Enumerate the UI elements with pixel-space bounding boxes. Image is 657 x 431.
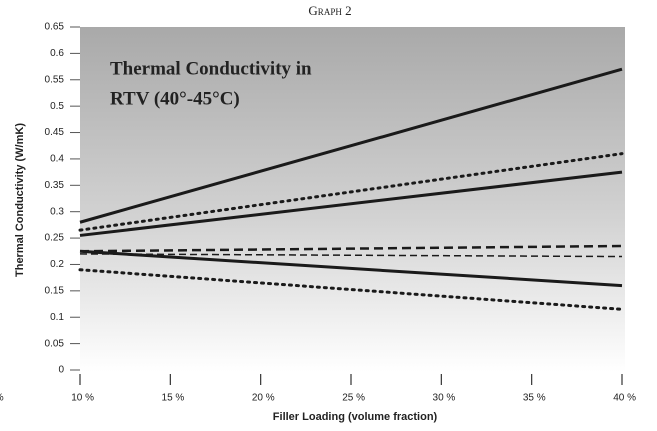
data-line <box>79 67 623 224</box>
data-line <box>79 244 623 253</box>
x-tick-label: 25 % <box>342 393 365 404</box>
x-tick-label: % <box>0 393 4 404</box>
y-tick-label: 0.6 <box>50 48 64 59</box>
y-axis-label: Thermal Conductivity (W/mK) <box>14 123 26 277</box>
x-tick-label: 10 % <box>71 393 94 404</box>
annotation: RTV (40°-45°C) <box>110 88 240 109</box>
y-tick-label: 0.05 <box>45 338 65 349</box>
plot-background <box>80 27 625 372</box>
y-tick-label: 0.25 <box>45 233 65 244</box>
y-tick-label: 0.5 <box>50 101 64 112</box>
x-tick-label: 15 % <box>162 393 185 404</box>
x-tick-label: 35 % <box>523 393 546 404</box>
x-tick-label: 30 % <box>433 393 456 404</box>
x-tick-label: 40 % <box>613 393 636 404</box>
y-tick-label: 0.15 <box>45 285 65 296</box>
chart-title: Graph 2 <box>308 3 351 18</box>
annotation: Thermal Conductivity in <box>110 58 312 79</box>
y-tick-label: 0.1 <box>50 312 64 323</box>
data-line <box>78 152 624 232</box>
y-tick-label: 0 <box>58 365 64 376</box>
data-line <box>79 170 623 237</box>
y-tick-label: 0.65 <box>45 22 65 33</box>
y-tick-label: 0.2 <box>50 259 64 270</box>
x-tick-label: 20 % <box>252 393 275 404</box>
y-tick-label: 0.4 <box>50 154 64 165</box>
data-line <box>78 268 624 311</box>
x-axis-label: Filler Loading (volume fraction) <box>273 411 438 423</box>
data-line <box>79 249 623 288</box>
y-tick-label: 0.3 <box>50 206 64 217</box>
y-tick-label: 0.55 <box>45 74 65 85</box>
y-tick-label: 0.45 <box>45 127 65 138</box>
y-tick-label: 0.35 <box>45 180 65 191</box>
data-line <box>79 253 623 258</box>
